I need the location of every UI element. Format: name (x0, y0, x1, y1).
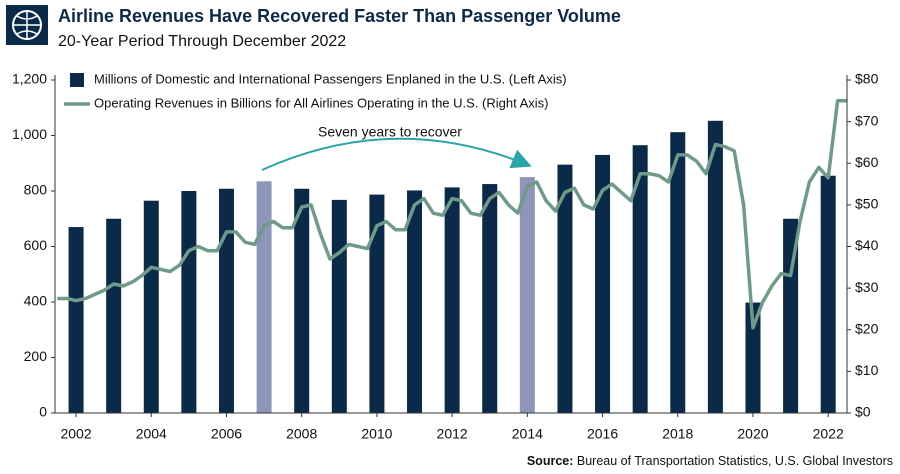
y2-tick-label: $30 (855, 279, 879, 295)
x-tick-label: 2006 (211, 426, 242, 442)
y-tick-label: 0 (39, 404, 47, 420)
y-tick-label: 1,200 (12, 71, 47, 87)
y-tick-label: 1,000 (12, 126, 47, 142)
chart-subtitle: 20-Year Period Through December 2022 (58, 33, 346, 50)
y2-tick-label: $80 (855, 71, 879, 87)
source: Source: Bureau of Transportation Statist… (527, 454, 893, 468)
annotation: Seven years to recover (318, 124, 462, 140)
bar (444, 187, 460, 413)
y2-tick-label: $50 (855, 196, 879, 212)
bar (68, 227, 84, 413)
bar (632, 145, 648, 413)
bar (331, 199, 347, 413)
annotation-arrow (261, 137, 532, 171)
bar (745, 302, 761, 413)
source-text: Bureau of Transportation Statistics, U.S… (577, 454, 893, 468)
y-tick-label: 800 (24, 182, 48, 198)
bar (482, 184, 498, 413)
y-tick-label: 400 (24, 293, 48, 309)
x-tick-label: 2016 (587, 426, 618, 442)
legend-swatch (70, 73, 84, 87)
x-tick-label: 2014 (512, 426, 543, 442)
x-tick-label: 2012 (437, 426, 468, 442)
bar (595, 154, 611, 414)
bar (143, 200, 159, 413)
bar (707, 120, 723, 413)
x-tick-label: 2020 (737, 426, 768, 442)
legend-label: Millions of Domestic and International P… (94, 71, 567, 86)
x-tick-label: 2010 (361, 426, 392, 442)
source-label: Source: (527, 454, 574, 468)
y2-tick-label: $40 (855, 237, 879, 253)
x-tick-label: 2002 (60, 426, 91, 442)
x-tick-label: 2008 (286, 426, 317, 442)
bar (670, 132, 686, 414)
bar (106, 218, 122, 413)
chart-title: Airline Revenues Have Recovered Faster T… (58, 6, 621, 26)
y-tick-label: 200 (24, 348, 48, 364)
y2-tick-label: $70 (855, 112, 879, 128)
bar (519, 177, 535, 413)
bar (783, 218, 799, 413)
bar (369, 194, 385, 413)
line (57, 99, 847, 330)
logo (6, 5, 48, 45)
y2-tick-label: $20 (855, 320, 879, 336)
bar (820, 175, 836, 413)
x-tick-label: 2018 (662, 426, 693, 442)
bar (407, 190, 423, 413)
x-tick-label: 2004 (136, 426, 167, 442)
bar (294, 188, 310, 413)
y2-tick-label: $60 (855, 154, 879, 170)
bar (256, 181, 272, 413)
y2-tick-label: $10 (855, 362, 879, 378)
y2-tick-label: $0 (855, 404, 871, 420)
bar (218, 188, 234, 413)
x-tick-label: 2022 (813, 426, 844, 442)
y-tick-label: 600 (24, 237, 48, 253)
legend-label: Operating Revenues in Billions for All A… (94, 95, 549, 110)
bar (181, 191, 197, 413)
bar (557, 164, 573, 413)
